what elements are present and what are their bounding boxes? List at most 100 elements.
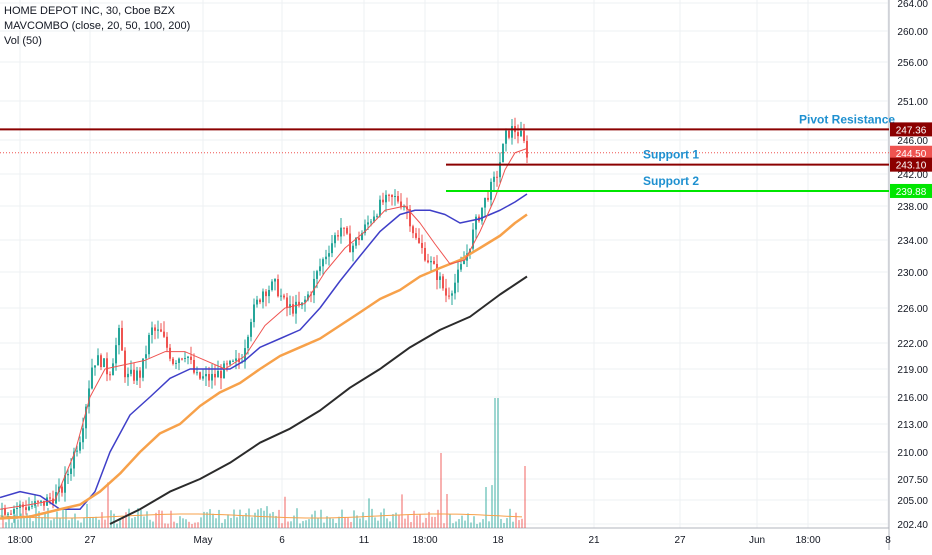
- candle-body[interactable]: [412, 226, 414, 234]
- candle-body[interactable]: [382, 199, 384, 203]
- candle-body[interactable]: [391, 194, 393, 198]
- candle-body[interactable]: [229, 360, 231, 365]
- ma100-line[interactable]: [0, 213, 528, 520]
- candle-body[interactable]: [463, 260, 465, 265]
- candle-body[interactable]: [520, 130, 522, 137]
- candle-body[interactable]: [196, 372, 198, 374]
- volume-label[interactable]: Vol (50): [4, 35, 42, 47]
- candle-body[interactable]: [91, 367, 93, 389]
- candle-body[interactable]: [142, 358, 144, 378]
- candle-body[interactable]: [115, 345, 117, 364]
- candle-body[interactable]: [445, 288, 447, 296]
- candle-body[interactable]: [247, 336, 249, 349]
- candle-body[interactable]: [31, 505, 33, 507]
- candle-body[interactable]: [403, 206, 405, 208]
- candle-body[interactable]: [37, 501, 39, 503]
- candle-body[interactable]: [334, 235, 336, 244]
- candle-body[interactable]: [415, 233, 417, 238]
- candle-body[interactable]: [40, 500, 42, 502]
- candle-body[interactable]: [484, 197, 486, 208]
- candle-body[interactable]: [508, 130, 510, 138]
- candle-body[interactable]: [439, 276, 441, 280]
- candle-body[interactable]: [160, 329, 162, 332]
- support-2-label[interactable]: Support 2: [643, 174, 699, 188]
- candle-body[interactable]: [139, 370, 141, 378]
- candle-body[interactable]: [388, 194, 390, 196]
- candle-body[interactable]: [67, 474, 69, 476]
- candle-body[interactable]: [16, 507, 18, 510]
- candle-body[interactable]: [505, 130, 507, 144]
- candle-body[interactable]: [493, 176, 495, 182]
- candle-body[interactable]: [340, 227, 342, 237]
- candle-body[interactable]: [220, 370, 222, 379]
- candle-body[interactable]: [97, 355, 99, 366]
- candle-body[interactable]: [421, 242, 423, 248]
- candle-body[interactable]: [133, 369, 135, 381]
- candle-body[interactable]: [319, 266, 321, 272]
- candle-body[interactable]: [517, 132, 519, 137]
- candle-body[interactable]: [244, 348, 246, 362]
- candle-body[interactable]: [52, 498, 54, 504]
- candle-body[interactable]: [337, 235, 339, 237]
- candle-body[interactable]: [286, 297, 288, 308]
- candle-body[interactable]: [481, 207, 483, 222]
- candle-body[interactable]: [145, 354, 147, 359]
- candle-body[interactable]: [253, 304, 255, 323]
- candle-body[interactable]: [274, 279, 276, 282]
- candle-body[interactable]: [427, 260, 429, 263]
- pivot-resistance-label[interactable]: Pivot Resistance: [799, 112, 895, 126]
- candle-body[interactable]: [430, 260, 432, 263]
- candle-body[interactable]: [130, 369, 132, 374]
- candle-body[interactable]: [103, 358, 105, 368]
- candle-body[interactable]: [499, 162, 501, 178]
- candle-body[interactable]: [184, 357, 186, 359]
- candle-body[interactable]: [268, 289, 270, 297]
- candle-body[interactable]: [121, 327, 123, 351]
- ma20-line[interactable]: [0, 148, 528, 510]
- candle-body[interactable]: [523, 130, 525, 141]
- candle-body[interactable]: [112, 363, 114, 376]
- candle-body[interactable]: [409, 209, 411, 227]
- candle-body[interactable]: [193, 359, 195, 373]
- candle-body[interactable]: [127, 373, 129, 378]
- candle-body[interactable]: [289, 304, 291, 308]
- candle-body[interactable]: [25, 507, 27, 510]
- candle-body[interactable]: [355, 237, 357, 246]
- candle-body[interactable]: [100, 355, 102, 368]
- candle-body[interactable]: [4, 508, 6, 515]
- candle-body[interactable]: [424, 247, 426, 261]
- candle-body[interactable]: [298, 301, 300, 306]
- candle-body[interactable]: [226, 363, 228, 365]
- candle-body[interactable]: [448, 295, 450, 297]
- candle-body[interactable]: [313, 278, 315, 296]
- candle-body[interactable]: [370, 221, 372, 223]
- candle-body[interactable]: [361, 233, 363, 241]
- ma50-line[interactable]: [0, 193, 528, 510]
- candle-body[interactable]: [166, 336, 168, 348]
- candle-body[interactable]: [187, 356, 189, 358]
- candle-body[interactable]: [376, 215, 378, 217]
- candle-body[interactable]: [178, 358, 180, 363]
- candle-body[interactable]: [175, 362, 177, 364]
- symbol-title[interactable]: HOME DEPOT INC, 30, Cboe BZX: [4, 5, 175, 17]
- candle-body[interactable]: [205, 374, 207, 377]
- candle-body[interactable]: [433, 260, 435, 264]
- candle-body[interactable]: [190, 356, 192, 360]
- candle-body[interactable]: [343, 227, 345, 229]
- candle-body[interactable]: [157, 329, 159, 331]
- candle-body[interactable]: [214, 373, 216, 378]
- candle-body[interactable]: [487, 197, 489, 200]
- candle-body[interactable]: [172, 358, 174, 364]
- candle-body[interactable]: [94, 365, 96, 368]
- candlesticks[interactable]: [1, 117, 528, 523]
- candle-body[interactable]: [292, 304, 294, 314]
- candle-body[interactable]: [10, 513, 12, 515]
- candle-body[interactable]: [322, 259, 324, 267]
- candle-body[interactable]: [271, 281, 273, 290]
- candle-body[interactable]: [199, 372, 201, 379]
- ma200-line[interactable]: [109, 275, 528, 525]
- candle-body[interactable]: [295, 301, 297, 314]
- candle-body[interactable]: [385, 194, 387, 203]
- candle-body[interactable]: [259, 299, 261, 303]
- candle-body[interactable]: [502, 143, 504, 163]
